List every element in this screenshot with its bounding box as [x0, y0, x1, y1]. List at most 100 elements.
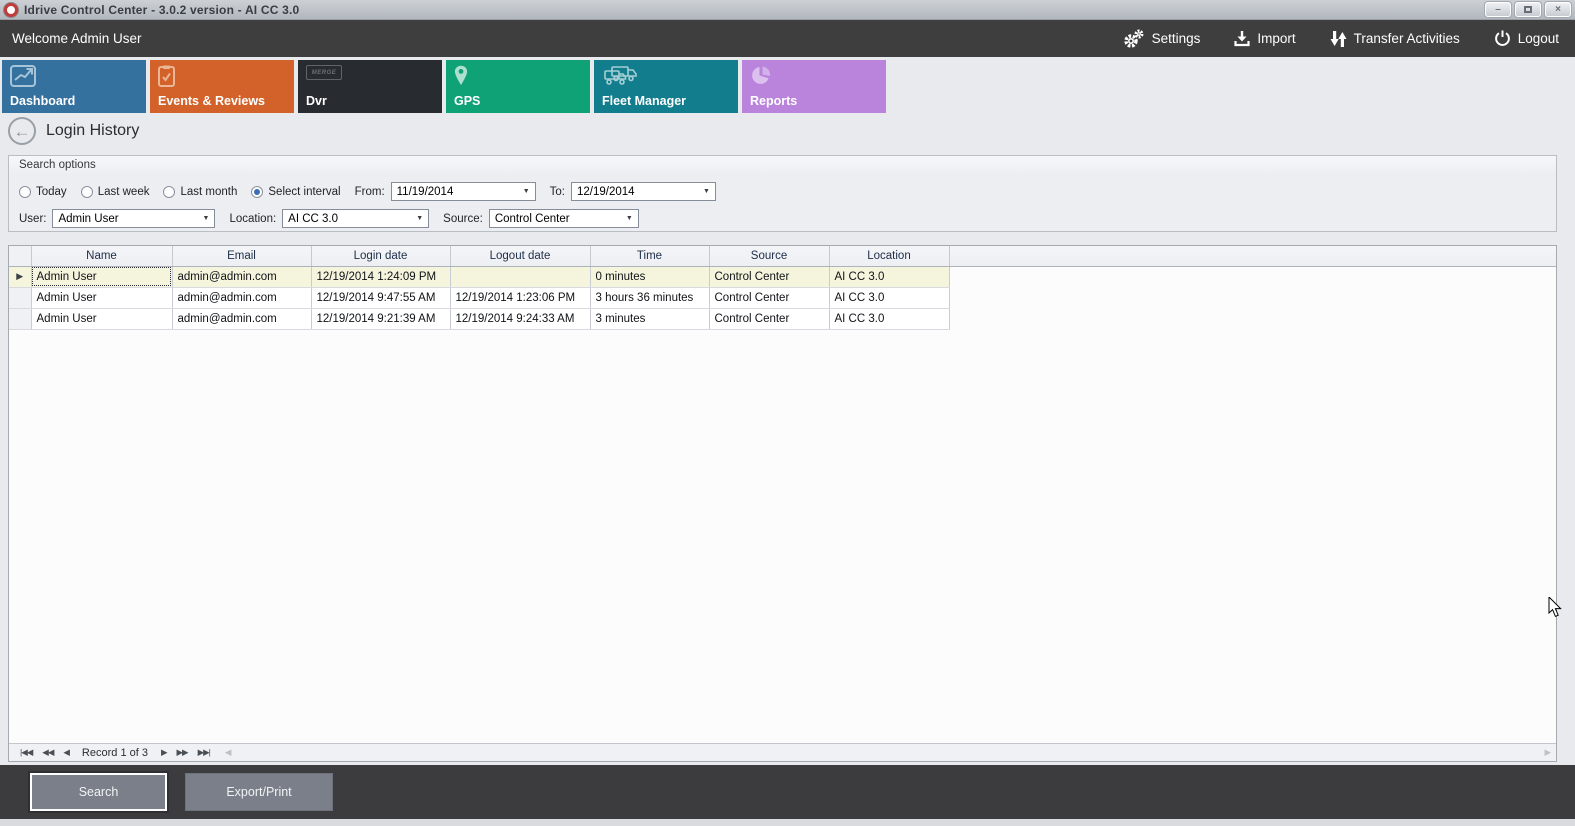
row-selector[interactable]	[9, 308, 32, 330]
table-cell[interactable]: AI CC 3.0	[829, 287, 950, 309]
nav-last-button[interactable]: ▶▶|	[197, 747, 211, 757]
table-cell[interactable]: 3 hours 36 minutes	[590, 287, 710, 309]
chevron-down-icon: ▼	[625, 215, 633, 222]
table-cell[interactable]: Control Center	[709, 266, 830, 288]
table-cell[interactable]: 12/19/2014 1:23:06 PM	[450, 287, 591, 309]
radio-today[interactable]: Today	[19, 185, 67, 198]
nav-next-page-button[interactable]: ▶▶	[176, 747, 189, 757]
filler-cell	[949, 308, 1556, 329]
column-header[interactable]: Source	[709, 246, 830, 267]
table-cell[interactable]: 3 minutes	[590, 308, 710, 330]
tile-label: GPS	[454, 94, 481, 108]
to-date-combobox[interactable]: 12/19/2014 ▼	[570, 182, 716, 201]
source-combobox[interactable]: Control Center ▼	[488, 209, 639, 228]
table-cell[interactable]: 12/19/2014 9:24:33 AM	[450, 308, 591, 330]
location-label: Location:	[229, 212, 277, 225]
table-cell[interactable]: AI CC 3.0	[829, 308, 950, 330]
table-cell[interactable]	[450, 266, 591, 288]
table-cell[interactable]: 12/19/2014 9:21:39 AM	[311, 308, 451, 330]
table-row[interactable]: Admin User admin@admin.com 12/19/2014 9:47…	[9, 287, 1556, 309]
mouse-cursor	[1548, 595, 1562, 623]
maximize-button[interactable]	[1515, 2, 1541, 17]
nav-prev-page-button[interactable]: ◀◀	[42, 747, 54, 757]
nav-prev-button[interactable]: ◀	[63, 747, 69, 757]
nav-next-button[interactable]: ▶	[160, 747, 167, 757]
row-selector[interactable]: ▶	[9, 266, 32, 288]
dvr-device-text: MERGE	[306, 65, 342, 80]
login-history-table: Name Email Login date Logout date Time Source…	[9, 246, 1556, 330]
from-date-combobox[interactable]: 11/19/2014 ▼	[390, 182, 536, 201]
tile-label: Dvr	[306, 94, 327, 108]
tile-reports[interactable]: Reports	[742, 60, 886, 113]
user-value: Admin User	[58, 212, 119, 225]
export-print-button[interactable]: Export/Print	[185, 773, 333, 811]
clipboard-check-icon	[158, 65, 175, 92]
radio-select-interval[interactable]: Select interval	[251, 185, 341, 198]
radio-icon	[251, 185, 264, 198]
window-title: Idrive Control Center - 3.0.2 version - …	[24, 2, 300, 17]
source-value: Control Center	[494, 212, 570, 225]
transfer-activities-button[interactable]: Transfer Activities	[1330, 30, 1460, 48]
from-date-value: 11/19/2014	[396, 185, 454, 198]
tile-fleet-manager[interactable]: Fleet Manager	[594, 60, 738, 113]
source-label: Source:	[443, 212, 483, 225]
footer-bar: Search Export/Print	[0, 765, 1575, 819]
search-button[interactable]: Search	[30, 773, 167, 811]
tile-dvr[interactable]: MERGE Dvr	[298, 60, 442, 113]
table-cell[interactable]: admin@admin.com	[172, 287, 312, 309]
radio-label: Select interval	[268, 185, 341, 198]
tile-label: Events & Reviews	[158, 94, 265, 108]
hscroll-left-arrow[interactable]: ◀	[224, 747, 232, 757]
chevron-down-icon: ▼	[522, 188, 530, 195]
tile-label: Dashboard	[10, 94, 76, 108]
table-cell[interactable]: 12/19/2014 9:47:55 AM	[311, 287, 451, 309]
table-cell[interactable]: Admin User	[31, 266, 173, 288]
table-cell[interactable]: admin@admin.com	[172, 266, 312, 288]
transfer-arrows-icon	[1330, 30, 1347, 48]
table-cell[interactable]: Control Center	[709, 287, 830, 309]
column-header[interactable]: Location	[829, 246, 950, 267]
logout-button[interactable]: Logout	[1494, 30, 1559, 47]
column-header[interactable]: Email	[172, 246, 312, 267]
radio-label: Last month	[180, 185, 238, 198]
table-cell[interactable]: 0 minutes	[590, 266, 710, 288]
from-label: From:	[354, 185, 385, 198]
settings-button[interactable]: Settings	[1123, 28, 1201, 49]
record-count-text: Record 1 of 3	[81, 746, 148, 759]
table-row[interactable]: Admin User admin@admin.com 12/19/2014 9:21…	[9, 308, 1556, 330]
trucks-icon	[602, 65, 638, 91]
filler-column-header	[949, 246, 1556, 267]
nav-first-button[interactable]: |◀◀	[20, 747, 33, 757]
tile-dashboard[interactable]: Dashboard	[2, 60, 146, 113]
table-cell[interactable]: admin@admin.com	[172, 308, 312, 330]
radio-last-week[interactable]: Last week	[80, 185, 149, 198]
to-label: To:	[549, 185, 565, 198]
radio-label: Today	[36, 185, 67, 198]
column-header[interactable]: Time	[590, 246, 710, 267]
table-cell[interactable]: Admin User	[31, 308, 173, 330]
table-cell[interactable]: Control Center	[709, 308, 830, 330]
table-row[interactable]: ▶ Admin User admin@admin.com 12/19/2014 1:2…	[9, 266, 1556, 288]
tile-label: Reports	[750, 94, 798, 108]
back-button[interactable]: ←	[8, 117, 36, 145]
power-icon	[1494, 30, 1511, 47]
radio-icon	[80, 185, 93, 198]
tile-events-reviews[interactable]: Events & Reviews	[150, 60, 294, 113]
table-cell[interactable]: Admin User	[31, 287, 173, 309]
tile-gps[interactable]: GPS	[446, 60, 590, 113]
column-header[interactable]: Logout date	[450, 246, 591, 267]
close-button[interactable]: ×	[1545, 2, 1571, 17]
table-cell[interactable]: 12/19/2014 1:24:09 PM	[311, 266, 451, 288]
column-header[interactable]: Login date	[311, 246, 451, 267]
line-chart-icon	[10, 65, 36, 92]
hscroll-right-arrow[interactable]: ▶	[1544, 747, 1551, 757]
minimize-button[interactable]: –	[1485, 2, 1511, 17]
import-button[interactable]: Import	[1234, 30, 1296, 47]
row-selector[interactable]	[9, 287, 32, 309]
user-combobox[interactable]: Admin User ▼	[52, 209, 216, 228]
location-combobox[interactable]: AI CC 3.0 ▼	[282, 209, 430, 228]
radio-last-month[interactable]: Last month	[163, 185, 238, 198]
table-cell[interactable]: AI CC 3.0	[829, 266, 950, 288]
column-header[interactable]: Name	[31, 246, 173, 267]
settings-label: Settings	[1151, 31, 1201, 46]
